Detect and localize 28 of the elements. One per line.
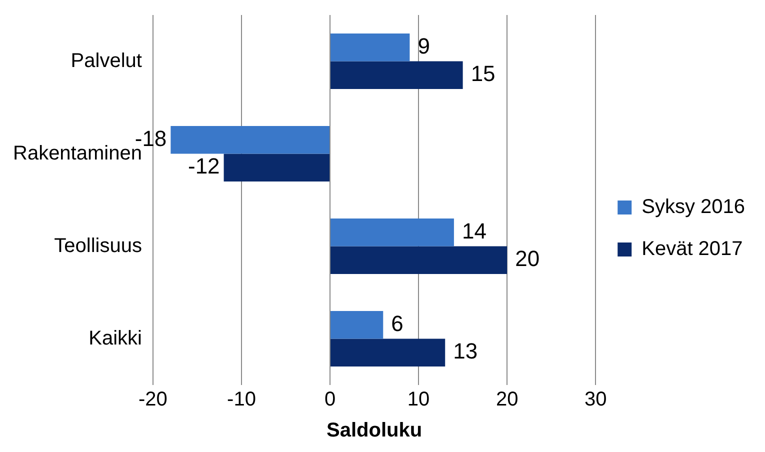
data-label: 9 [418,33,430,58]
bar [224,154,330,182]
bar [330,246,508,274]
y-tick-label: Teollisuus [54,234,142,257]
y-tick-label: Kaikki [88,327,142,350]
y-tick-label: Rakentaminen [12,142,142,164]
legend-label: Syksy 2016 [642,196,745,218]
data-label: 20 [515,246,540,272]
y-tick-label: Palvelut [70,50,142,72]
bar [330,338,446,366]
bar [170,126,330,154]
legend-label: Kevät 2017 [642,238,743,260]
x-axis-title: Saldoluku [326,420,422,442]
bar [330,311,384,339]
x-tick-label: 20 [496,388,518,411]
x-tick-label: -20 [138,388,168,411]
data-label: 13 [453,338,478,364]
data-label: 6 [391,310,404,336]
x-tick-label: 30 [584,388,607,411]
data-label: -12 [188,154,220,179]
data-label: 15 [470,61,496,86]
x-tick-label: -10 [227,388,256,411]
bar [330,218,454,246]
data-label: 14 [462,218,486,244]
bar [330,61,463,89]
x-tick-label: 0 [324,388,336,411]
x-tick-label: 10 [407,388,430,411]
bar [330,34,410,62]
